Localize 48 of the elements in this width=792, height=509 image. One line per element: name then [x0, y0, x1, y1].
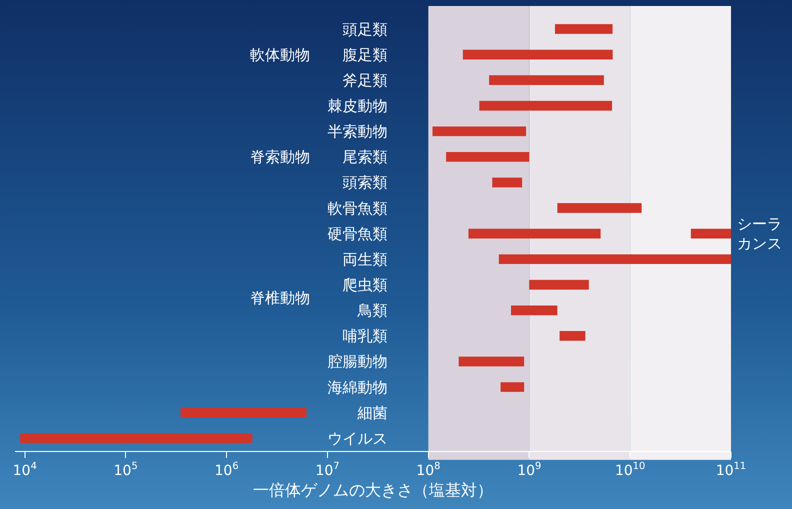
bar — [554, 24, 613, 34]
x-tick-label: 10$^{8}$ — [416, 460, 440, 479]
y-tick-label: 尾索類 — [342, 148, 388, 166]
bar — [458, 356, 524, 366]
bar — [180, 408, 306, 418]
x-axis-title: 一倍体ゲノムの大きさ（塩基対） — [253, 480, 493, 500]
bar — [560, 331, 586, 341]
bar — [498, 254, 731, 264]
y-tick-label: 細菌 — [356, 404, 388, 422]
annotation: 脊索動物 — [250, 148, 310, 166]
y-tick-label: 爬虫類 — [342, 276, 388, 294]
x-tick-label: 10$^{11}$ — [716, 460, 746, 479]
bar — [500, 382, 524, 392]
bar — [557, 203, 642, 213]
y-tick-label: ウイルス — [327, 429, 388, 448]
bar — [20, 433, 252, 444]
bar — [492, 178, 522, 188]
annotation: 脊椎動物 — [250, 289, 310, 307]
y-tick-label: 哺乳類 — [342, 327, 388, 346]
y-tick-label: 半索動物 — [327, 122, 388, 141]
bar — [462, 50, 613, 60]
y-tick-label: 硬骨魚類 — [327, 224, 388, 243]
x-tick-label: 10$^{10}$ — [614, 460, 646, 479]
y-tick-label: 腹足類 — [342, 46, 388, 64]
bar — [489, 75, 604, 86]
bar — [479, 100, 612, 111]
y-tick-label: 斧足類 — [342, 71, 388, 90]
y-tick-label: 頭索類 — [342, 174, 388, 192]
y-tick-label: 棘皮動物 — [327, 96, 388, 115]
x-tick-label: 10$^{6}$ — [214, 460, 239, 479]
bar — [446, 152, 530, 162]
bar — [468, 228, 601, 238]
bar — [432, 126, 526, 136]
bar — [511, 305, 558, 316]
series-label: シーラカンス — [737, 215, 782, 252]
x-tick-label: 10$^{9}$ — [517, 460, 542, 479]
y-tick-label: 両生類 — [342, 250, 388, 268]
y-tick-label: 軟骨魚類 — [327, 199, 388, 218]
bar — [690, 228, 731, 238]
x-tick-label: 10$^{7}$ — [315, 460, 340, 479]
x-tick-label: 10$^{4}$ — [12, 460, 37, 479]
bar — [529, 280, 589, 290]
y-tick-label: 腔腸動物 — [327, 352, 388, 371]
x-tick-label: 10$^{5}$ — [114, 460, 138, 479]
y-tick-label: 頭足類 — [342, 20, 388, 38]
y-tick-label: 海綿動物 — [327, 378, 388, 396]
annotation: 軟体動物 — [250, 46, 310, 64]
y-tick-label: 鳥類 — [356, 302, 388, 320]
